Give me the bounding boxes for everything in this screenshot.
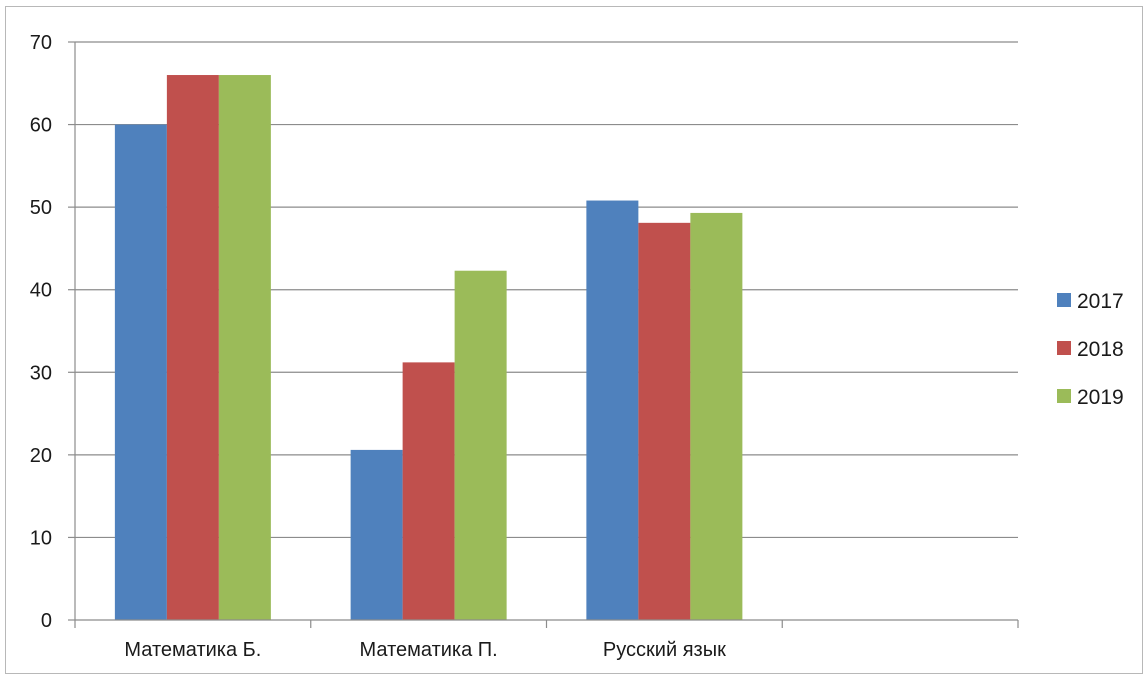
y-tick-label-40: 40: [30, 280, 52, 302]
legend-label-2019: 2019: [1077, 386, 1124, 409]
legend-swatch-2017: [1057, 293, 1071, 307]
bar-2018-1: [402, 362, 455, 620]
axes: [68, 41, 1019, 628]
bar-2017-1: [350, 449, 403, 620]
legend-label-2017: 2017: [1077, 290, 1124, 313]
bar-2017-2: [586, 200, 639, 620]
legend-swatch-2019: [1057, 389, 1071, 403]
y-tick-label-10: 10: [30, 527, 52, 549]
y-tick-label-60: 60: [30, 115, 52, 137]
x-tick-label-2: Русский язык: [603, 639, 726, 661]
y-tick-label-70: 70: [30, 32, 52, 54]
bar-2018-2: [638, 222, 691, 620]
x-tick-label-0: Математика Б.: [124, 639, 261, 661]
legend-label-2018: 2018: [1077, 338, 1124, 361]
y-tick-label-0: 0: [41, 610, 52, 632]
bar-2019-2: [690, 212, 743, 620]
y-tick-label-30: 30: [30, 362, 52, 384]
bars: [114, 75, 743, 621]
legend: 2017 2018 2019: [1057, 290, 1124, 409]
bar-2019-1: [454, 270, 507, 620]
legend-swatch-2018: [1057, 341, 1071, 355]
y-tick-label-50: 50: [30, 197, 52, 219]
y-tick-label-20: 20: [30, 445, 52, 467]
bar-2017-0: [114, 124, 167, 621]
bar-2019-0: [218, 75, 271, 621]
tick-labels: 0 10 20 30 40 50 60 70 Математика Б. Математика П…: [30, 32, 726, 661]
x-tick-label-1: Математика П.: [360, 639, 498, 661]
bar-2018-0: [166, 75, 219, 621]
